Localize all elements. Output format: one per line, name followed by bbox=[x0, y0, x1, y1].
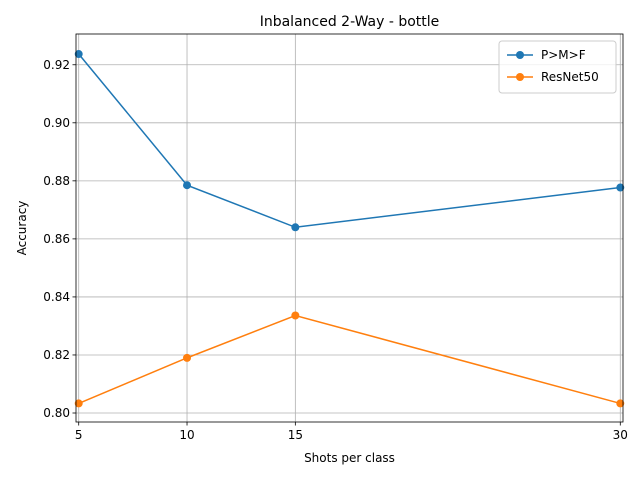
x-tick-label: 30 bbox=[613, 428, 628, 442]
data-point bbox=[183, 181, 192, 190]
x-tick-label: 5 bbox=[75, 428, 83, 442]
y-tick-label: 0.82 bbox=[43, 348, 70, 362]
y-tick-label: 0.80 bbox=[43, 406, 70, 420]
data-point bbox=[183, 353, 192, 362]
y-tick-label: 0.92 bbox=[43, 58, 70, 72]
data-point bbox=[616, 399, 625, 408]
plot-frame bbox=[75, 33, 624, 423]
series-line bbox=[78, 314, 621, 405]
legend: P>M>F ResNet50 bbox=[498, 40, 617, 94]
chart-title: Inbalanced 2-Way - bottle bbox=[260, 14, 440, 30]
y-axis-ticks: 0.80 0.82 0.84 0.86 0.88 0.90 0.92 bbox=[43, 58, 76, 420]
series-line bbox=[78, 53, 621, 229]
y-tick-label: 0.88 bbox=[43, 174, 70, 188]
data-point bbox=[74, 399, 83, 408]
series-layer bbox=[74, 50, 625, 408]
x-axis-ticks: 5 10 15 30 bbox=[75, 422, 628, 442]
legend-marker bbox=[516, 51, 524, 59]
data-point bbox=[616, 183, 625, 192]
data-point bbox=[291, 223, 300, 232]
x-axis-label: Shots per class bbox=[304, 451, 395, 465]
y-axis-label: Accuracy bbox=[15, 201, 29, 256]
data-point bbox=[74, 50, 83, 59]
x-tick-label: 10 bbox=[179, 428, 194, 442]
x-tick-label: 15 bbox=[288, 428, 303, 442]
legend-label: P>M>F bbox=[541, 48, 586, 62]
legend-box bbox=[498, 40, 617, 94]
y-tick-label: 0.84 bbox=[43, 290, 70, 304]
y-tick-label: 0.86 bbox=[43, 232, 70, 246]
data-point bbox=[291, 311, 300, 320]
legend-marker bbox=[516, 73, 524, 81]
legend-label: ResNet50 bbox=[541, 70, 599, 84]
y-tick-label: 0.90 bbox=[43, 116, 70, 130]
